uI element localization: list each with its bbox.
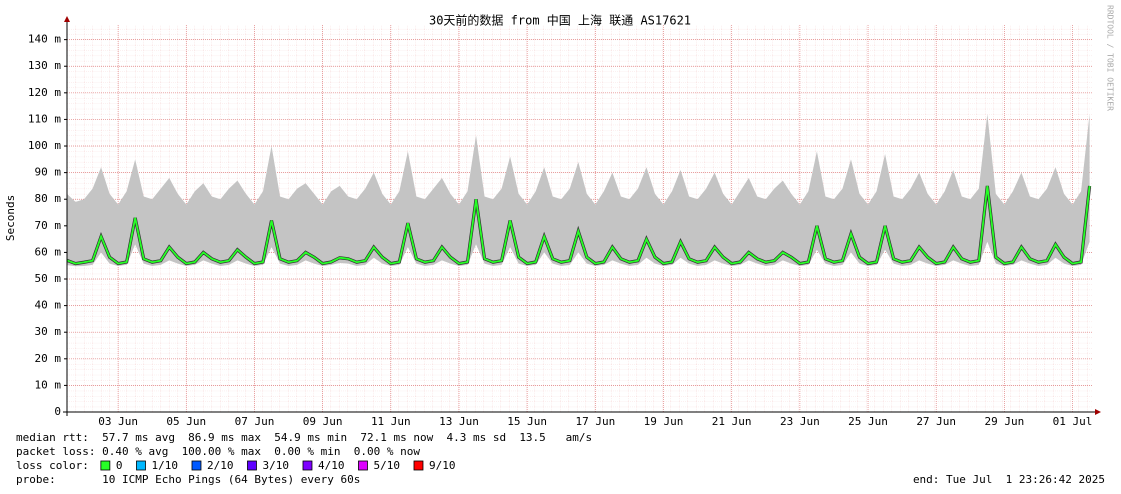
loss-swatch [136,460,146,471]
y-tick-label: 80 m [35,192,62,205]
y-tick-label: 30 m [35,325,62,338]
x-tick-label: 29 Jun [985,415,1025,428]
loss-label: 4/10 [318,459,345,472]
smoke-band [67,114,1090,267]
median-line [66,185,1091,265]
y-tick-label: 60 m [35,245,62,258]
loss-label: 2/10 [207,459,234,472]
x-tick-label: 13 Jun [439,415,479,428]
y-tick-label: 130 m [28,59,61,72]
y-tick-label: 40 m [35,299,62,312]
loss-swatch [413,460,424,471]
x-tick-label: 01 Jul [1053,415,1093,428]
y-tick-label: 100 m [28,139,61,152]
x-tick-label: 25 Jun [848,415,888,428]
median-rtt-stats: median rtt: 57.7 ms avg 86.9 ms max 54.9… [16,431,592,444]
loss-swatch [358,460,368,471]
x-tick-label: 27 Jun [916,415,956,428]
probe-info: probe: 10 ICMP Echo Pings (64 Bytes) eve… [16,473,360,486]
x-tick-label: 09 Jun [303,415,343,428]
end-time: end: Tue Jul 1 23:26:42 2025 [913,473,1105,486]
x-tick-label: 23 Jun [780,415,820,428]
x-tick-label: 05 Jun [166,415,206,428]
loss-label: 3/10 [262,459,289,472]
x-tick-label: 21 Jun [712,415,752,428]
loss-swatch [302,460,313,471]
y-tick-label: 20 m [35,352,62,365]
y-tick-label: 90 m [35,166,62,179]
loss-label: 0 [116,459,123,472]
loss-label: 1/10 [151,459,178,472]
chart-title: 30天前的数据 from 中国 上海 联通 AS17621 [429,13,691,28]
x-tick-label: 17 Jun [575,415,615,428]
x-axis-arrow [1095,409,1101,415]
y-axis-arrow [64,16,70,22]
y-tick-label: 0 [54,405,61,418]
loss-swatch [100,460,111,471]
watermark: RRDTOOL / TOBI OETIKER [1106,5,1115,111]
y-tick-label: 120 m [28,86,61,99]
y-axis-label: Seconds [4,195,17,241]
y-tick-label: 50 m [35,272,62,285]
y-tick-label: 140 m [28,33,61,46]
loss-color-label: loss color: [16,459,89,472]
x-tick-label: 03 Jun [98,415,138,428]
packet-loss-stats: packet loss: 0.40 % avg 100.00 % max 0.0… [16,445,420,458]
x-tick-label: 15 Jun [507,415,547,428]
x-tick-label: 19 Jun [644,415,684,428]
y-tick-label: 70 m [35,219,62,232]
y-tick-label: 10 m [35,378,62,391]
loss-swatch [191,460,202,471]
x-tick-label: 07 Jun [235,415,275,428]
y-tick-label: 110 m [28,112,61,125]
x-tick-label: 11 Jun [371,415,411,428]
loss-label: 5/10 [373,459,400,472]
loss-label: 9/10 [429,459,456,472]
loss-swatch [247,460,257,471]
